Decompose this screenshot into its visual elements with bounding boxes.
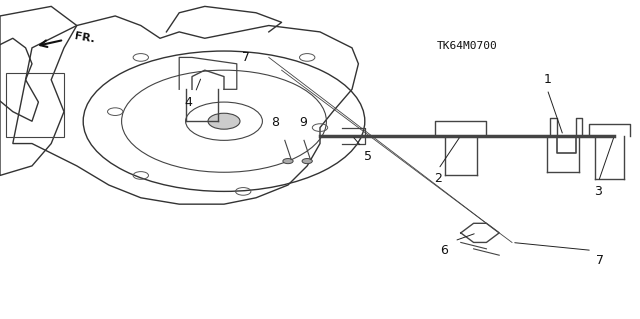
Text: 7: 7 — [596, 254, 605, 267]
Text: 6: 6 — [440, 244, 448, 257]
Circle shape — [283, 159, 293, 164]
Text: 1: 1 — [543, 73, 551, 86]
Text: FR.: FR. — [74, 32, 95, 45]
Circle shape — [302, 159, 312, 164]
Text: 5: 5 — [364, 150, 371, 163]
Text: 9: 9 — [300, 116, 307, 130]
Text: 3: 3 — [595, 185, 602, 198]
Text: 8: 8 — [271, 116, 279, 130]
Text: 4: 4 — [185, 96, 193, 109]
Text: 7: 7 — [243, 51, 250, 64]
Text: 2: 2 — [435, 172, 442, 185]
Circle shape — [208, 113, 240, 129]
Text: TK64M0700: TK64M0700 — [437, 41, 497, 51]
